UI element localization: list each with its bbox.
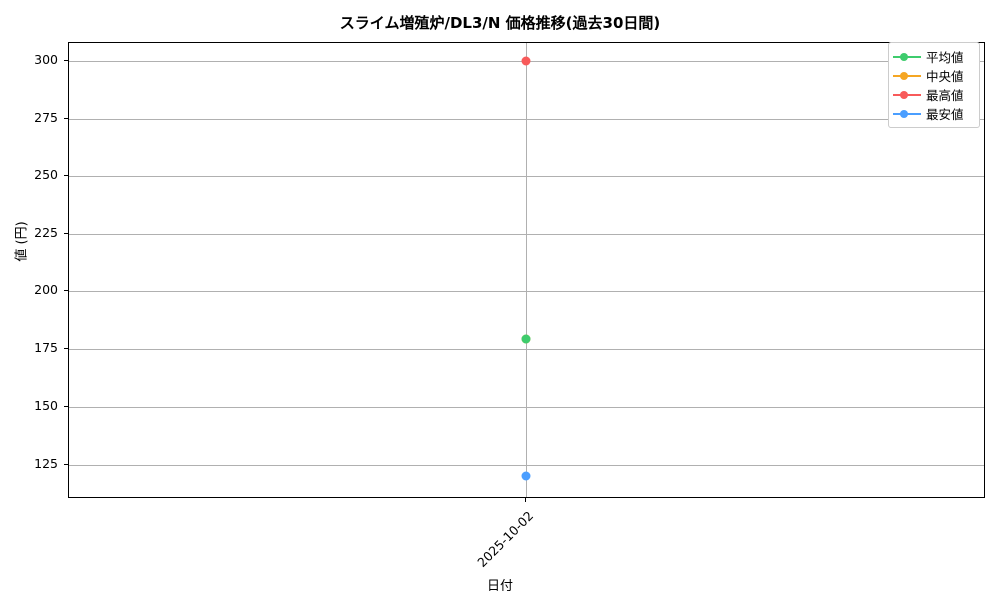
y-tick-mark <box>64 406 68 408</box>
x-axis-label: 日付 <box>486 579 513 594</box>
y-tick-mark <box>64 175 68 177</box>
legend-item-label: 最安値 <box>926 107 964 122</box>
y-tick-mark <box>64 464 68 466</box>
y-tick-label: 300 <box>34 52 58 67</box>
y-tick-label: 125 <box>34 456 58 471</box>
chart-title: スライム増殖炉/DL3/N 価格推移(過去30日間) <box>339 14 661 32</box>
y-tick-label: 225 <box>34 225 58 240</box>
legend-item-label: 平均値 <box>926 50 964 65</box>
y-tick-label: 150 <box>34 398 58 413</box>
y-tick-mark <box>64 60 68 62</box>
data-point-marker <box>521 56 531 66</box>
x-tick-mark <box>525 498 527 502</box>
x-tick-label: 2025-10-02 <box>474 508 537 570</box>
legend-marker-icon <box>892 89 922 101</box>
y-tick-mark <box>64 233 68 235</box>
y-tick-label: 250 <box>34 167 58 182</box>
legend-item[interactable]: 中央値 <box>892 66 975 85</box>
legend-item-label: 中央値 <box>926 69 964 84</box>
legend-marker-icon <box>892 108 922 120</box>
gridline-vertical <box>526 43 527 497</box>
y-tick-mark <box>64 290 68 292</box>
y-tick-label: 275 <box>34 110 58 125</box>
legend-marker-icon <box>892 51 922 63</box>
legend-item[interactable]: 平均値 <box>892 47 975 66</box>
y-axis-label: 値 (円) <box>14 221 30 262</box>
legend-item[interactable]: 最安値 <box>892 104 975 123</box>
data-point-marker <box>521 334 531 344</box>
chart-legend: 平均値中央値最高値最安値 <box>888 42 980 128</box>
legend-item-label: 最高値 <box>926 88 964 103</box>
y-tick-label: 200 <box>34 282 58 297</box>
data-point-marker <box>521 471 531 481</box>
legend-item[interactable]: 最高値 <box>892 85 975 104</box>
y-tick-label: 175 <box>34 340 58 355</box>
y-tick-mark <box>64 118 68 120</box>
y-tick-mark <box>64 348 68 350</box>
plot-area <box>68 42 985 498</box>
legend-marker-icon <box>892 70 922 82</box>
